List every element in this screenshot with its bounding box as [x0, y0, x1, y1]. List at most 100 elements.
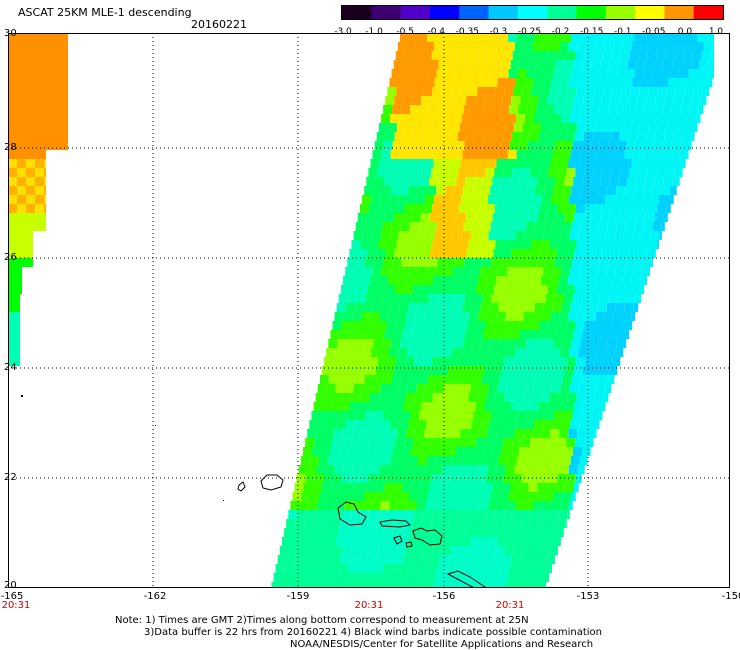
swath-cell — [468, 393, 478, 402]
swath-cell — [422, 438, 432, 447]
swath-cell — [518, 411, 528, 420]
swath-cell — [380, 537, 390, 546]
swath-cell — [540, 87, 550, 96]
swath-cell — [413, 438, 423, 447]
swath-cell — [601, 366, 610, 375]
swath-cell — [35, 33, 44, 42]
swath-cell — [413, 168, 423, 177]
swath-cell — [479, 537, 489, 546]
swath-cell — [353, 537, 363, 546]
swath-cell — [452, 78, 462, 87]
swath-cell — [612, 123, 622, 132]
swath-cell — [569, 231, 579, 240]
swath-cell — [490, 492, 500, 501]
island-maui — [412, 527, 443, 546]
swath-cell — [499, 186, 509, 195]
swath-cell — [449, 474, 459, 483]
swath-cell — [369, 357, 379, 366]
swath-cell — [564, 330, 574, 339]
swath-cell — [448, 366, 457, 375]
swath-cell — [402, 483, 412, 492]
swath-cell — [396, 123, 406, 132]
swath-cell — [406, 312, 416, 321]
swath-cell — [26, 186, 35, 195]
swath-cell — [527, 564, 537, 573]
swath-cell — [427, 375, 437, 384]
swath-cell — [474, 330, 484, 339]
swath-cell — [351, 393, 361, 402]
swath-cell — [534, 420, 544, 429]
swath-cell — [680, 141, 690, 150]
swath-cell — [481, 222, 491, 231]
swath-cell — [469, 312, 479, 321]
swath-cell — [427, 492, 437, 501]
swath-cell — [590, 294, 600, 303]
swath-cell — [621, 123, 631, 132]
swath-cell — [561, 267, 571, 276]
swath-cell — [557, 438, 567, 447]
swath-cell — [8, 303, 17, 312]
swath-cell — [374, 294, 384, 303]
swath-cell — [62, 105, 68, 114]
colorbar-tick-label: -0.4 — [427, 27, 446, 37]
swath-cell — [606, 267, 616, 276]
swath-cell — [476, 321, 486, 330]
swath-cell — [325, 465, 335, 474]
swath-cell — [334, 582, 344, 588]
swath-cell — [436, 222, 446, 231]
swath-cell — [26, 123, 35, 132]
swath-cell — [549, 546, 558, 555]
swath-cell — [8, 357, 17, 366]
swath-cell — [553, 69, 563, 78]
swath-cell — [461, 231, 471, 240]
swath-cell — [8, 114, 17, 123]
swath-cell — [374, 528, 384, 537]
swath-cell — [604, 42, 614, 51]
swath-cell — [481, 375, 491, 384]
swath-cell — [454, 375, 464, 384]
swath-cell — [8, 285, 17, 294]
swath-cell — [498, 573, 508, 582]
swath-cell — [521, 51, 531, 60]
swath-cell — [492, 60, 502, 69]
swath-cell — [384, 330, 394, 339]
swath-cell — [350, 474, 360, 483]
swath-cell — [426, 150, 436, 159]
swath-cell — [484, 249, 494, 258]
swath-cell — [670, 69, 680, 78]
swath-cell — [604, 276, 614, 285]
swath-cell — [453, 114, 463, 123]
swath-cell — [500, 105, 510, 114]
swath-cell — [35, 114, 44, 123]
swath-cell — [583, 96, 593, 105]
swath-cell — [539, 204, 549, 213]
swath-cell — [8, 186, 17, 195]
swath-cell — [434, 348, 444, 357]
swath-cell — [352, 312, 362, 321]
swath-cell — [419, 141, 429, 150]
swath-cell — [536, 564, 546, 573]
swath-cell — [636, 60, 646, 69]
swath-cell — [510, 330, 520, 339]
swath-cell — [403, 249, 413, 258]
swath-cell — [484, 519, 494, 528]
swath-cell — [550, 465, 560, 474]
swath-cell — [534, 150, 544, 159]
swath-cell — [338, 411, 348, 420]
swath-cell — [421, 402, 431, 411]
swath-cell — [336, 303, 346, 312]
swath-cell — [645, 177, 655, 186]
swath-cell — [53, 141, 62, 150]
swath-cell — [44, 60, 53, 69]
swath-cell — [8, 240, 17, 249]
swath-cell — [710, 51, 714, 60]
swath-cell — [571, 222, 581, 231]
swath-cell — [579, 420, 589, 429]
swath-cell — [391, 375, 401, 384]
swath-cell — [430, 132, 440, 141]
swath-cell — [550, 312, 560, 321]
swath-cell — [435, 456, 445, 465]
swath-cell — [543, 267, 553, 276]
swath-cell — [383, 411, 393, 420]
swath-cell — [420, 60, 430, 69]
